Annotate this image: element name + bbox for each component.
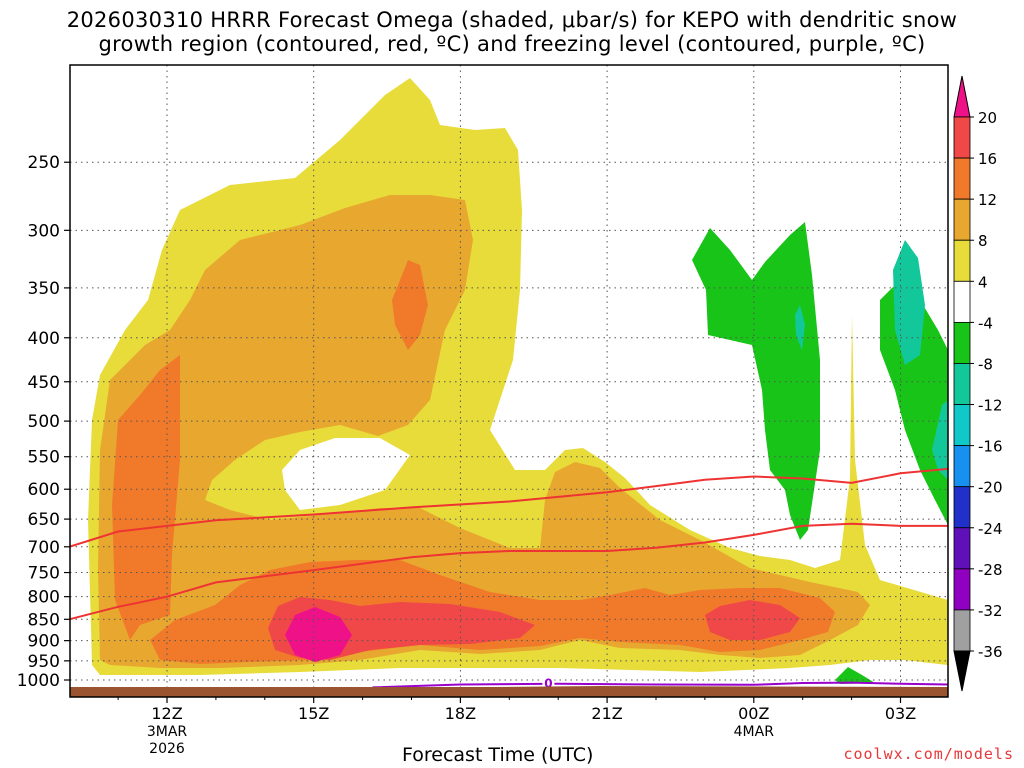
chart-title-line-1: 2026030310 HRRR Forecast Omega (shaded, … (66, 8, 958, 32)
x-tick-label: 03Z (885, 704, 916, 723)
colorbar-segment (953, 486, 971, 529)
colorbar-segment (953, 198, 971, 241)
omega-fill-neg8-b (795, 305, 805, 350)
x-tick-label: 18Z (445, 704, 476, 723)
freezing-level-line (372, 681, 948, 689)
x-tick-label: 12Z (151, 704, 182, 723)
chart-title-line-2: growth region (contoured, red, ºC) and f… (98, 32, 926, 56)
colorbar-tick-label: 20 (978, 109, 997, 127)
y-tick-label: 550 (28, 448, 60, 468)
colorbar-tick-label: -4 (978, 314, 993, 332)
x-tick-label: 15Z (298, 704, 329, 723)
omega-fill-12 (112, 355, 180, 640)
ground-surface-edge (70, 686, 948, 697)
omega-fill-neg8-c (932, 400, 948, 480)
colorbar-tick-label: -8 (978, 355, 993, 373)
y-tick-label: 250 (28, 153, 60, 173)
y-tick-label: 800 (28, 588, 60, 608)
colorbar-tick-label: -32 (978, 602, 1003, 620)
colorbar-bottom-arrow (953, 650, 971, 692)
colorbar-segment (953, 239, 971, 282)
x-tick-label: 21Z (591, 704, 622, 723)
omega-fill-neg4-b (880, 280, 948, 525)
y-axis: 2503003504004505005506006507007508008509… (17, 153, 70, 691)
colorbar-tick-label: -16 (978, 438, 1003, 456)
colorbar-segment (953, 609, 971, 652)
y-tick-label: 750 (28, 564, 60, 584)
omega-fill-20 (285, 607, 352, 662)
omega-fill-neg8 (893, 240, 925, 365)
colorbar-top-arrow (953, 75, 971, 118)
y-tick-label: 900 (28, 632, 60, 652)
dgz-contour-line (70, 522, 948, 621)
colorbar-tick-label: -20 (978, 479, 1003, 497)
colorbar-tick-label: -36 (978, 643, 1003, 661)
grid-lines (70, 65, 948, 697)
colorbar-tick-label: 4 (978, 273, 988, 291)
y-tick-label: 300 (28, 221, 60, 241)
colorbar-segment (953, 157, 971, 200)
y-tick-label: 350 (28, 279, 60, 299)
y-tick-label: 400 (28, 329, 60, 349)
dgz-contour-line (70, 467, 948, 548)
omega-fill-8 (98, 195, 870, 668)
y-tick-label: 600 (28, 480, 60, 500)
colorbar-tick-label: 16 (978, 150, 997, 168)
colorbar-tick-label: -12 (978, 397, 1003, 415)
colorbar: 20 16 12 8 4 -4 -8 -12 -16 -20 -24 -28 -32 -36 (953, 75, 1003, 692)
colorbar-segment (953, 445, 971, 488)
colorbar-tick-label: -24 (978, 520, 1003, 538)
y-tick-label: 450 (28, 373, 60, 393)
freezing-level-label: 0 (544, 677, 552, 691)
omega-fill-4-lower-right (880, 580, 948, 665)
y-tick-label: 700 (28, 538, 60, 558)
omega-fill-16-b (705, 600, 800, 640)
x-tick-sublabel: 2026 (149, 741, 185, 757)
y-tick-label: 950 (28, 652, 60, 672)
omega-fill-12-b (392, 260, 428, 350)
colorbar-segment (953, 363, 971, 405)
colorbar-segment (953, 321, 971, 364)
omega-fill-neg4-small (835, 667, 875, 684)
colorbar-segment (953, 527, 971, 570)
colorbar-tick-label: -28 (978, 561, 1003, 579)
colorbar-tick-label: 12 (978, 191, 997, 209)
x-tick-label: 00Z (738, 704, 769, 723)
colorbar-segment (953, 404, 971, 447)
site-credit: coolwx.com/models (843, 745, 1014, 763)
y-tick-label: 850 (28, 610, 60, 630)
colorbar-segment (953, 116, 971, 159)
y-tick-label: 500 (28, 412, 60, 432)
x-tick-sublabel: 3MAR (147, 724, 188, 740)
y-tick-label: 650 (28, 510, 60, 530)
colorbar-segment (953, 568, 971, 611)
x-tick-sublabel: 4MAR (734, 724, 775, 740)
freezing-level-label-bg (542, 675, 555, 690)
omega-fill-neg4 (692, 222, 820, 540)
colorbar-tick-label: 8 (978, 232, 988, 250)
y-tick-label: 1000 (17, 671, 60, 691)
colorbar-segment (953, 280, 971, 323)
x-axis-title: Forecast Time (UTC) (402, 744, 594, 766)
